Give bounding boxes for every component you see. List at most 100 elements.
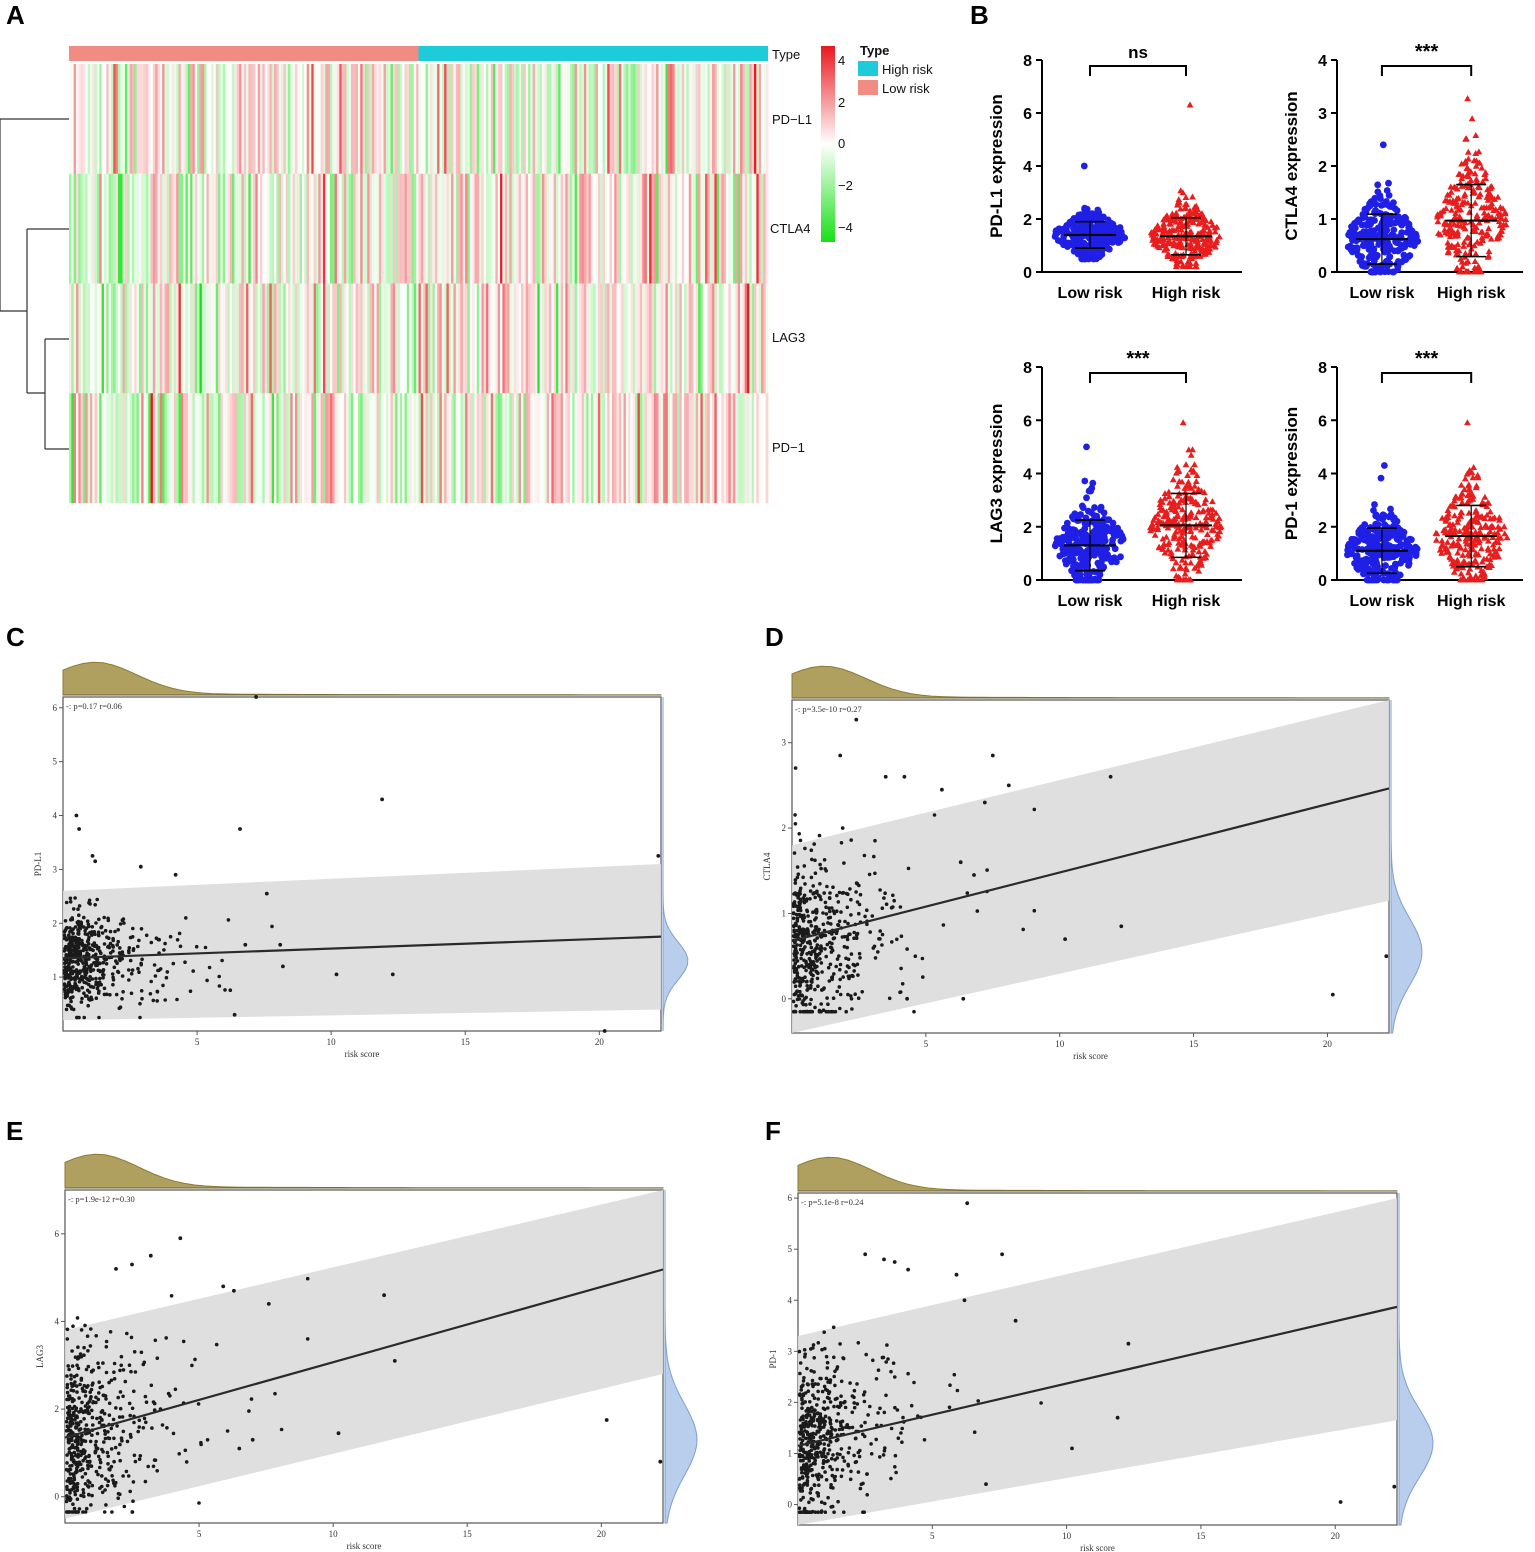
data-point	[1097, 214, 1105, 222]
heatmap-cell	[131, 393, 135, 504]
data-point	[811, 910, 815, 914]
data-point	[76, 971, 81, 976]
heatmap-cell	[523, 393, 527, 504]
heatmap-cell	[150, 393, 154, 504]
heatmap-cell	[723, 173, 727, 284]
significance-bracket	[1380, 372, 1473, 383]
data-point	[138, 1001, 142, 1006]
data-point	[1471, 264, 1479, 271]
heatmap-cell	[250, 393, 254, 504]
heatmap-cell	[353, 283, 356, 394]
heatmap-cell	[707, 283, 711, 394]
data-point	[1390, 268, 1398, 276]
heatmap-cell	[320, 173, 324, 284]
data-point	[117, 951, 122, 955]
data-point	[1368, 576, 1376, 584]
heatmap-cell	[87, 173, 91, 284]
data-point	[990, 753, 995, 758]
data-point	[1079, 224, 1087, 232]
data-point	[1478, 513, 1486, 519]
heatmap-cell	[257, 283, 261, 394]
heatmap-cell	[502, 393, 506, 504]
data-point	[1176, 564, 1184, 571]
data-point	[1374, 521, 1382, 528]
heatmap-cell	[761, 173, 764, 284]
heatmap-cell	[395, 393, 398, 504]
heatmap-cell	[621, 173, 624, 284]
data-point	[1159, 535, 1167, 542]
heatmap-cell	[288, 283, 291, 394]
heatmap-cell	[220, 283, 224, 394]
data-point	[77, 913, 81, 917]
heatmap-cell	[69, 64, 72, 174]
heatmap-cell	[260, 173, 263, 284]
data-point	[137, 1457, 142, 1461]
heatmap-cell	[274, 64, 277, 174]
data-point	[64, 1419, 69, 1424]
data-point	[1118, 532, 1126, 540]
data-point	[1472, 132, 1480, 138]
data-point	[205, 1438, 210, 1442]
heatmap-cell	[434, 173, 438, 284]
heatmap-cell	[229, 64, 233, 174]
data-point	[849, 997, 854, 1001]
heatmap-cell	[590, 64, 594, 174]
heatmap-cell	[665, 283, 669, 394]
data-point	[795, 919, 800, 923]
data-point	[792, 1009, 797, 1014]
data-point	[809, 952, 813, 957]
heatmap-cell	[255, 64, 259, 174]
data-point	[1204, 531, 1211, 537]
data-point	[79, 1442, 83, 1447]
heatmap-cell	[479, 393, 482, 504]
data-point	[803, 882, 807, 886]
heatmap-cell	[644, 64, 648, 174]
data-point	[813, 895, 817, 900]
data-point	[1452, 197, 1460, 204]
heatmap-cell	[169, 173, 172, 284]
heatmap-cell	[458, 64, 461, 174]
data-point	[75, 1316, 80, 1320]
data-point	[1065, 556, 1073, 564]
heatmap-cell	[85, 64, 89, 174]
heatmap-cell	[220, 64, 224, 174]
data-point	[112, 1459, 116, 1464]
y-tick-label: 4	[1023, 467, 1032, 484]
data-point	[815, 889, 819, 894]
heatmap-cell	[176, 393, 179, 504]
heatmap-cell	[413, 283, 417, 394]
data-point	[121, 990, 125, 994]
heatmap-cell	[430, 64, 433, 174]
data-point	[71, 1502, 75, 1506]
data-point	[390, 972, 395, 977]
data-point	[1449, 521, 1457, 528]
heatmap-cell	[437, 393, 440, 504]
heatmap-cell	[656, 173, 659, 284]
heatmap-cell	[92, 283, 96, 394]
heatmap-cell	[537, 283, 541, 394]
heatmap-cell	[329, 393, 333, 504]
data-point	[1155, 543, 1163, 550]
data-point	[120, 918, 125, 922]
heatmap-cell	[707, 64, 711, 174]
data-point	[852, 936, 856, 940]
data-point	[810, 967, 815, 972]
heatmap-cell	[134, 173, 137, 284]
data-point	[802, 864, 807, 868]
colorbar-tick-label: 4	[838, 53, 845, 68]
data-point	[826, 965, 831, 970]
heatmap-cell	[208, 64, 212, 174]
heatmap-cell	[761, 393, 764, 504]
data-point	[827, 906, 831, 910]
data-point	[127, 946, 132, 950]
data-point	[137, 938, 141, 943]
data-point	[86, 1003, 90, 1008]
heatmap-cell	[110, 283, 114, 394]
heatmap-cell	[215, 283, 219, 394]
data-point	[86, 1466, 90, 1471]
heatmap-cell	[115, 64, 119, 174]
data-point	[823, 933, 828, 938]
data-point	[1444, 507, 1452, 513]
data-point	[69, 999, 73, 1004]
data-point	[1060, 536, 1068, 543]
